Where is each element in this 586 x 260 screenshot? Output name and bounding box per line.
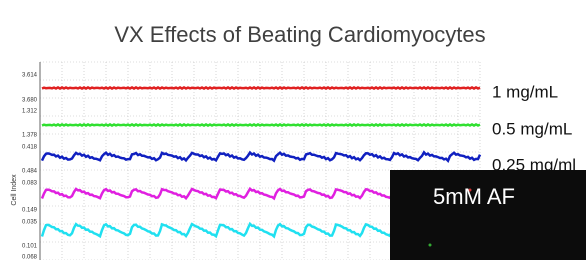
inset-dot xyxy=(429,244,432,247)
legend-label: 0.5 mg/mL xyxy=(492,119,572,138)
inset-label: 5mM AF xyxy=(433,184,515,209)
trace xyxy=(42,124,480,125)
y-tick-label: 3.614 xyxy=(22,73,38,79)
y-tick-label: 0.484 xyxy=(22,169,38,175)
y-tick-label: 1.312 xyxy=(22,109,38,115)
page: {"title": "VX Effects of Beating Cardiom… xyxy=(0,0,586,260)
y-axis-label: Cell Index xyxy=(11,174,18,206)
y-tick-label: 0.035 xyxy=(22,220,38,226)
slide: VX Effects of Beating Cardiomyocytes Cel… xyxy=(0,0,586,260)
y-tick-label: 0.418 xyxy=(22,145,38,151)
y-tick-label: 0.068 xyxy=(22,255,38,260)
title: VX Effects of Beating Cardiomyocytes xyxy=(114,22,485,47)
y-tick-label: 0.149 xyxy=(22,208,38,214)
y-tick-label: 0.101 xyxy=(22,244,38,250)
y-tick-label: 1.378 xyxy=(22,133,38,139)
y-tick-label: 0.083 xyxy=(22,181,38,187)
y-tick-label: 3.680 xyxy=(22,98,38,104)
trace xyxy=(42,87,480,88)
legend-label: 1 mg/mL xyxy=(492,82,558,101)
